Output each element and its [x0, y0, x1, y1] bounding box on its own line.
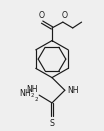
Text: O: O: [38, 11, 44, 20]
Text: NH: NH: [67, 86, 78, 95]
Text: 2: 2: [35, 97, 38, 102]
Text: O: O: [61, 11, 67, 20]
Text: S: S: [50, 119, 54, 129]
Text: NH: NH: [27, 85, 38, 94]
Text: NH$_2$: NH$_2$: [19, 88, 35, 100]
